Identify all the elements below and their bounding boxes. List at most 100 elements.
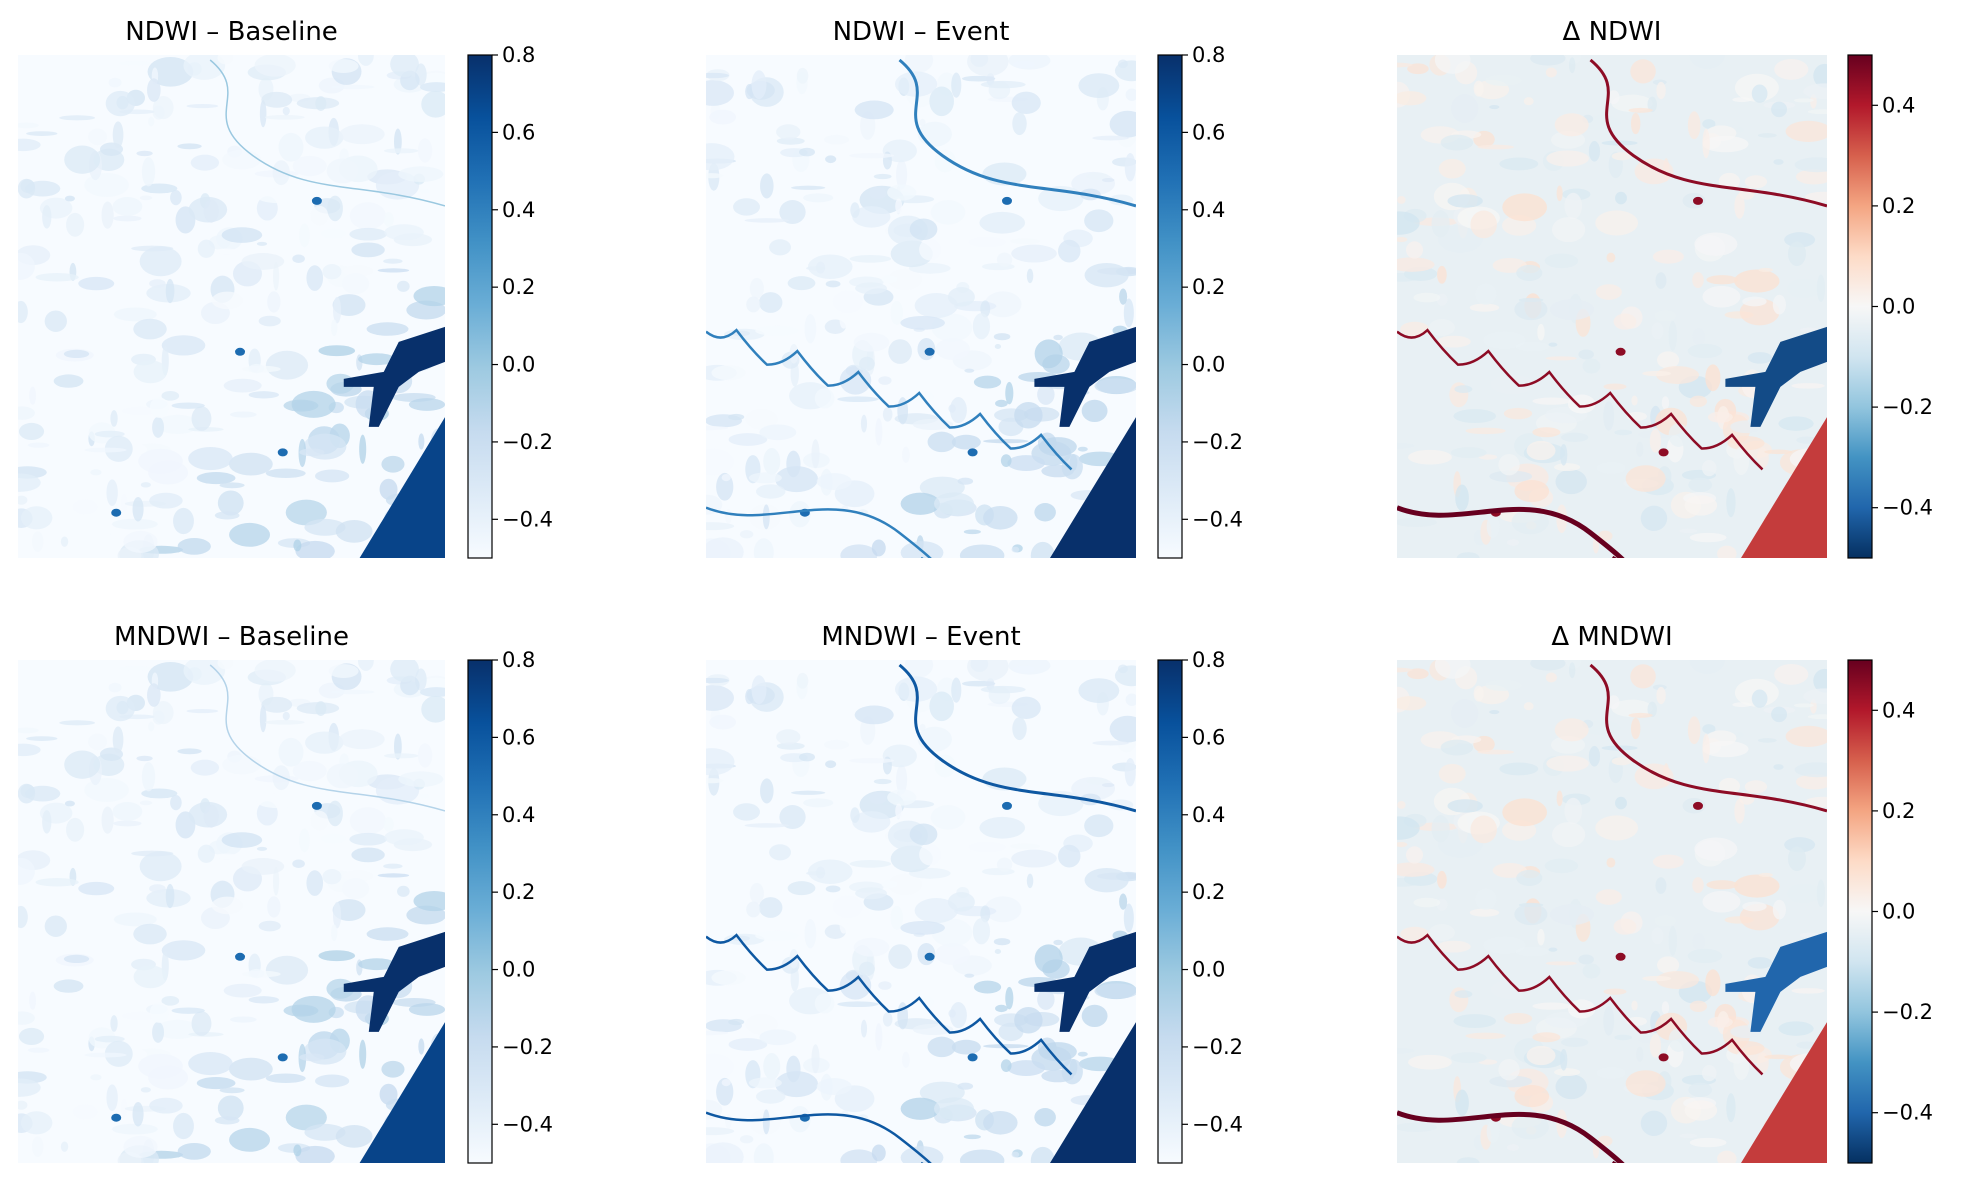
texture-patch <box>840 1149 878 1163</box>
texture-patch <box>776 137 805 145</box>
texture-patch <box>211 291 244 310</box>
texture-patch <box>203 804 219 828</box>
texture-patch <box>177 538 211 555</box>
texture-patch <box>728 413 745 421</box>
texture-patch <box>1537 323 1545 341</box>
texture-patch <box>745 408 778 430</box>
texture-patch <box>123 530 158 553</box>
texture-patch <box>1483 331 1526 350</box>
texture-patch <box>888 268 922 290</box>
texture-patch <box>1407 449 1452 465</box>
texture-patch <box>190 759 220 776</box>
texture-patch <box>1679 528 1698 534</box>
texture-patch <box>901 446 910 463</box>
colorbar-gradient <box>1157 659 1183 1164</box>
texture-patch <box>230 1016 257 1023</box>
panel-delta-ndwi: Δ NDWI −0.4 −0.2 0.0 0.2 0.4 <box>1397 17 1933 559</box>
texture-patch <box>759 424 797 441</box>
texture-patch <box>133 965 168 989</box>
texture-patch <box>980 905 991 923</box>
texture-patch <box>383 817 394 832</box>
texture-patch <box>339 729 385 750</box>
texture-patch <box>29 991 37 1010</box>
texture-patch <box>64 195 75 202</box>
colorbar-tick-label: 0.6 <box>1192 120 1225 144</box>
texture-patch <box>1735 732 1745 738</box>
heatmap-image <box>1397 660 1827 1163</box>
texture-patch <box>177 143 202 150</box>
texture-patch <box>706 173 724 179</box>
texture-patch <box>1434 55 1471 74</box>
river-south <box>1397 328 1764 471</box>
texture-patch <box>330 84 375 90</box>
texture-patch <box>241 253 285 270</box>
colorbar: −0.4 −0.2 0.0 0.2 0.4 0.6 0.8 <box>467 648 553 1164</box>
texture-patch <box>824 739 850 750</box>
texture-patch <box>136 150 153 157</box>
texture-patch <box>1397 1122 1437 1132</box>
texture-patch <box>959 544 1005 558</box>
texture-patch <box>759 1029 797 1046</box>
texture-patch <box>1636 1046 1644 1063</box>
texture-patch <box>1030 1146 1055 1163</box>
texture-patch <box>1657 351 1680 369</box>
texture-patch <box>358 353 396 366</box>
texture-patch <box>1077 446 1088 452</box>
texture-patch <box>1123 298 1134 328</box>
texture-patch <box>152 701 174 725</box>
texture-patch <box>1804 796 1827 808</box>
texture-patch <box>330 689 375 695</box>
texture-patch <box>326 763 359 789</box>
texture-patch <box>1549 299 1595 320</box>
texture-patch <box>1011 546 1020 553</box>
colorbar: −0.4 −0.2 0.0 0.2 0.4 <box>1847 659 1933 1164</box>
texture-patch <box>170 189 182 206</box>
colorbar: −0.4 −0.2 0.0 0.2 0.4 <box>1847 54 1933 559</box>
texture-patch <box>790 185 826 190</box>
texture-patch <box>755 484 786 499</box>
texture-patch <box>111 518 158 530</box>
texture-patch <box>1012 112 1027 136</box>
texture-patch <box>983 506 1018 530</box>
texture-patch <box>1437 829 1483 858</box>
texture-patch <box>814 388 835 409</box>
texture-patch <box>1717 1150 1737 1163</box>
colorbar-tick-label: 0.8 <box>1192 43 1225 67</box>
texture-patch <box>1630 112 1641 135</box>
texture-patch <box>1652 249 1684 264</box>
colorbar-tick-label: 0.8 <box>1192 648 1225 672</box>
texture-patch <box>349 832 387 846</box>
texture-patch <box>304 1123 346 1141</box>
pond <box>311 801 322 810</box>
texture-patch <box>1747 957 1773 969</box>
panel-ndwi-event: NDWI – Event −0.4 −0.2 0.0 0.2 0.4 0.6 0.8 <box>706 17 1243 559</box>
texture-patch <box>408 398 445 411</box>
texture-patch <box>803 193 834 203</box>
texture-patch <box>935 943 970 965</box>
texture-patch <box>1447 799 1483 813</box>
texture-patch <box>173 507 194 535</box>
texture-patch <box>951 677 962 703</box>
texture-patch <box>1647 701 1657 718</box>
texture-patch <box>1764 1054 1793 1060</box>
texture-patch <box>890 300 903 325</box>
texture-patch <box>947 892 975 912</box>
texture-patch <box>1734 269 1780 293</box>
texture-patch <box>27 442 50 448</box>
texture-patch <box>860 414 868 433</box>
texture-patch <box>1397 1047 1415 1054</box>
texture-patch <box>1556 185 1563 202</box>
colorbar-tick-label: −0.2 <box>1192 1035 1243 1059</box>
colorbar-tick-label: 0.2 <box>1192 880 1225 904</box>
inlet-region <box>1725 326 1827 427</box>
texture-patch <box>1625 1070 1666 1097</box>
texture-patch <box>839 366 872 395</box>
texture-patch <box>1477 749 1515 755</box>
texture-patch <box>327 800 343 827</box>
texture-patch <box>1628 712 1653 718</box>
texture-patch <box>882 1012 893 1027</box>
texture-patch <box>18 422 45 440</box>
texture-patch <box>1607 90 1620 105</box>
texture-patch <box>113 820 142 827</box>
colorbar-tick-label: 0.0 <box>1192 353 1225 377</box>
